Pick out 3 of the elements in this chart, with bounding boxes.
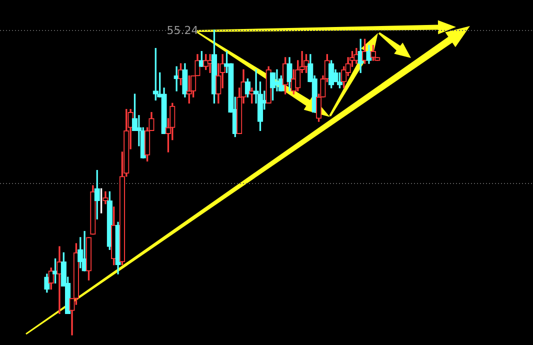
candlestick <box>56 246 62 314</box>
candlestick <box>207 54 213 74</box>
annotation: 55.24 <box>166 24 198 37</box>
